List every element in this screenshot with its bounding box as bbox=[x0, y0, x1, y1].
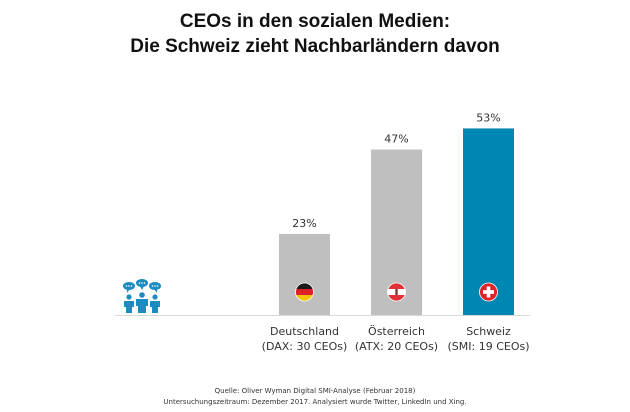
period-line: Untersuchungszeitraum: Dezember 2017. An… bbox=[163, 398, 467, 406]
austria-flag-icon bbox=[387, 282, 406, 302]
germany-flag-icon bbox=[295, 282, 314, 302]
category-label-schweiz: Schweiz bbox=[466, 325, 511, 338]
source-note: Quelle: Oliver Wyman Digital SMI-Analyse… bbox=[0, 386, 630, 408]
chart-title-block: CEOs in den sozialen Medien: Die Schweiz… bbox=[0, 9, 630, 59]
category-label-oesterreich: Österreich bbox=[368, 325, 425, 338]
source-line: Quelle: Oliver Wyman Digital SMI-Analyse… bbox=[214, 387, 416, 395]
chart-subtitle: Die Schweiz zieht Nachbarländern davon bbox=[130, 36, 500, 57]
switzerland-flag-icon bbox=[479, 282, 498, 302]
bars-group: 23% Deutschland (DAX: 30 CEOs) 47% Österreic… bbox=[262, 111, 530, 353]
chart-title: CEOs in den sozialen Medien: bbox=[179, 11, 451, 32]
data-label-deutschland: 23% bbox=[292, 217, 316, 230]
category-sublabel-schweiz: (SMI: 19 CEOs) bbox=[447, 340, 529, 353]
category-sublabel-oesterreich: (ATX: 20 CEOs) bbox=[355, 340, 438, 353]
data-label-schweiz: 53% bbox=[476, 111, 500, 124]
category-sublabel-deutschland: (DAX: 30 CEOs) bbox=[262, 340, 348, 353]
bar-deutschland bbox=[279, 234, 330, 315]
data-label-oesterreich: 47% bbox=[384, 133, 408, 146]
people-chat-icon bbox=[123, 279, 161, 313]
category-label-deutschland: Deutschland bbox=[270, 325, 339, 338]
